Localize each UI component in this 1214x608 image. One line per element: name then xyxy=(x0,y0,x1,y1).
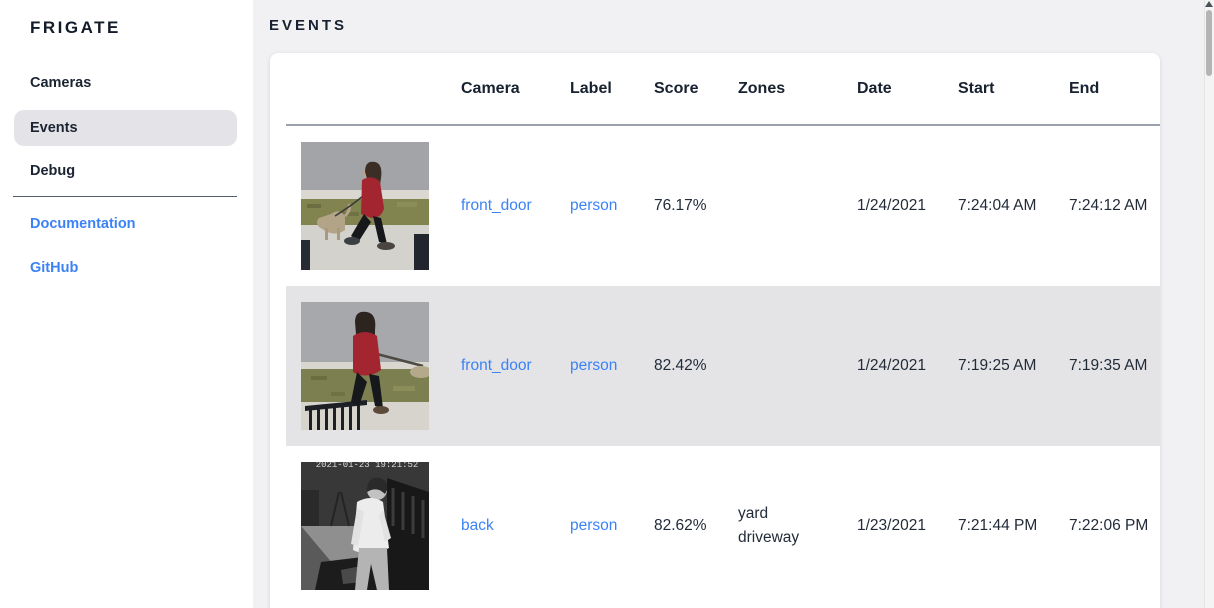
camera-link[interactable]: front_door xyxy=(461,357,532,374)
app-logo: FRIGATE xyxy=(30,18,121,37)
sidebar-item-label: Events xyxy=(30,120,78,136)
score-value: 76.17% xyxy=(654,197,707,214)
column-header-label: Label xyxy=(570,79,612,97)
events-card: Camera Label Score Zones Date Start End xyxy=(270,53,1160,608)
column-header-end: End xyxy=(1069,79,1100,97)
sidebar-link-github[interactable]: GitHub xyxy=(14,250,237,286)
thumbnail-cell: 2021-01-23 19:21:52 xyxy=(286,462,461,590)
camera-link[interactable]: back xyxy=(461,517,494,534)
label-link[interactable]: person xyxy=(570,517,618,534)
score-value: 82.42% xyxy=(654,357,707,374)
sidebar-item-debug[interactable]: Debug xyxy=(14,153,237,189)
sidebar-link-documentation[interactable]: Documentation xyxy=(14,206,237,242)
sidebar-item-events[interactable]: Events xyxy=(14,110,237,146)
scrollbar-thumb[interactable] xyxy=(1206,10,1212,76)
end-time-value: 7:22:06 PM xyxy=(1069,517,1149,534)
event-thumbnail[interactable]: 2021-01-23 19:21:52 xyxy=(301,462,429,590)
start-time-value: 7:21:44 PM xyxy=(958,517,1038,534)
scrollbar-track[interactable] xyxy=(1204,0,1214,608)
table-row: front_door person 76.17% 1/24/2021 7:24:… xyxy=(286,126,1160,286)
zones-cell: yard driveway xyxy=(738,502,857,550)
svg-text:2021-01-23 19:21:52: 2021-01-23 19:21:52 xyxy=(316,462,419,470)
sidebar-link-label: Documentation xyxy=(30,216,136,232)
thumbnail-cell xyxy=(286,142,461,270)
page-title: EVENTS xyxy=(269,17,348,34)
event-thumbnail[interactable] xyxy=(301,302,429,430)
column-header-camera: Camera xyxy=(461,79,520,97)
sidebar: FRIGATE Cameras Events Debug Documentati… xyxy=(0,0,253,608)
date-value: 1/24/2021 xyxy=(857,357,926,374)
sidebar-item-label: Debug xyxy=(30,163,76,179)
thumbnail-cell xyxy=(286,302,461,430)
event-thumbnail[interactable] xyxy=(301,142,429,270)
table-header-row: Camera Label Score Zones Date Start End xyxy=(286,53,1160,126)
end-time-value: 7:19:35 AM xyxy=(1069,357,1148,374)
label-link[interactable]: person xyxy=(570,357,618,374)
column-header-zones: Zones xyxy=(738,79,786,97)
label-link[interactable]: person xyxy=(570,197,618,214)
sidebar-item-label: Cameras xyxy=(30,75,92,91)
events-table: Camera Label Score Zones Date Start End xyxy=(286,53,1160,606)
date-value: 1/23/2021 xyxy=(857,517,926,534)
column-header-score: Score xyxy=(654,79,699,97)
start-time-value: 7:19:25 AM xyxy=(958,357,1037,374)
score-value: 82.62% xyxy=(654,517,707,534)
table-row-highlighted: front_door person 82.42% 1/24/2021 7:19:… xyxy=(286,286,1160,446)
column-header-start: Start xyxy=(958,79,995,97)
camera-link[interactable]: front_door xyxy=(461,197,532,214)
sidebar-link-label: GitHub xyxy=(30,260,79,276)
end-time-value: 7:24:12 AM xyxy=(1069,197,1148,214)
start-time-value: 7:24:04 AM xyxy=(958,197,1037,214)
zone-link[interactable]: driveway xyxy=(738,529,800,546)
column-header-date: Date xyxy=(857,79,892,97)
sidebar-divider xyxy=(13,196,237,197)
date-value: 1/24/2021 xyxy=(857,197,926,214)
scroll-up-arrow-icon[interactable] xyxy=(1205,1,1213,7)
zone-link[interactable]: yard xyxy=(738,505,769,522)
sidebar-item-cameras[interactable]: Cameras xyxy=(14,65,237,101)
table-row: 2021-01-23 19:21:52 back person 82.62% y… xyxy=(286,446,1160,606)
